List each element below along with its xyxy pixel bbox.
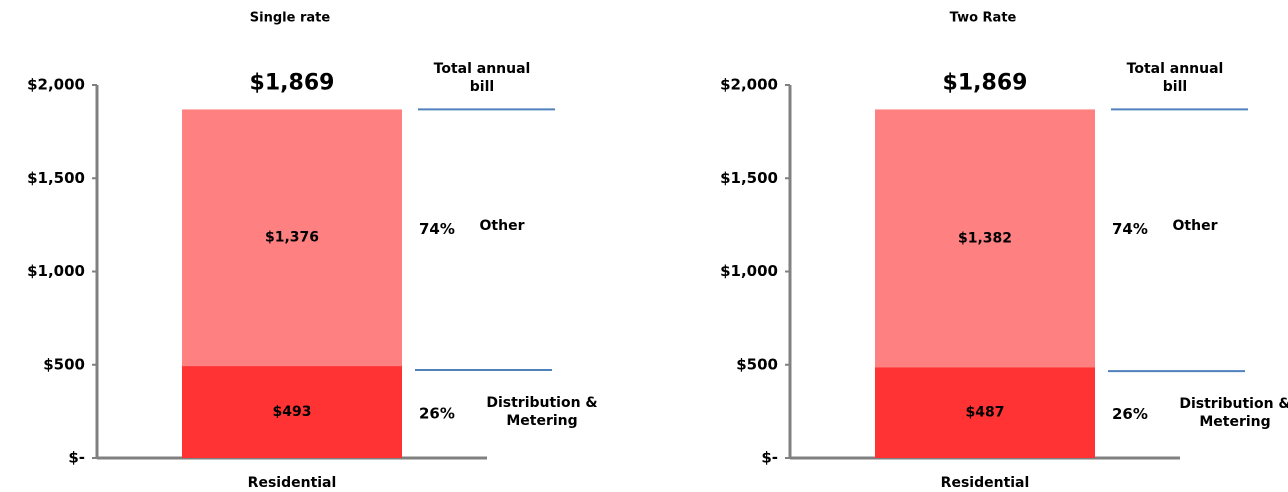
series-name: Other [1172,218,1218,235]
percent-label: 26% [1112,405,1148,423]
series-name-box: Other [479,218,525,235]
value-label: $1,376 [265,230,319,246]
series-name-box: Distribution & Metering [1179,395,1288,430]
series-name-box: Distribution & Metering [486,395,598,430]
chart-title: Two Rate [950,11,1017,26]
y-tick-label: $1,500 [720,169,778,187]
y-tick-label: $2,000 [27,76,85,94]
y-tick-label: $2,000 [720,76,778,94]
total-label: $1,869 [250,70,335,95]
percent-label: 26% [419,405,455,423]
y-tick-label: $1,000 [720,262,778,280]
series-name: Distribution & Metering [486,395,598,430]
value-label: $1,382 [958,230,1012,246]
total-annotation: Total annual bill [1126,61,1224,95]
y-tick-label: $500 [43,355,85,373]
series-name: Distribution & Metering [1179,395,1288,430]
total-annotation: Total annual bill [433,61,531,95]
total-annotation-box: Total annual bill [1126,61,1224,95]
total-annotation-box: Total annual bill [433,61,531,95]
chart-title: Single rate [250,11,331,26]
y-tick-label: $1,500 [27,169,85,187]
bar-segment [182,109,402,367]
value-label: $493 [273,404,312,420]
y-tick-label: $- [761,449,778,467]
series-name-box: Other [1172,218,1218,235]
bar-segment [875,367,1095,458]
x-tick-label: Residential [941,475,1030,491]
total-label: $1,869 [943,70,1028,95]
y-tick-label: $- [68,449,85,467]
bar-segment [875,109,1095,368]
y-tick-label: $500 [736,355,778,373]
series-name: Other [479,218,525,235]
x-tick-label: Residential [248,475,337,491]
bar-segment [182,366,402,458]
percent-label: 74% [1112,220,1148,238]
percent-label: 74% [419,220,455,238]
y-tick-label: $1,000 [27,262,85,280]
value-label: $487 [966,405,1005,421]
